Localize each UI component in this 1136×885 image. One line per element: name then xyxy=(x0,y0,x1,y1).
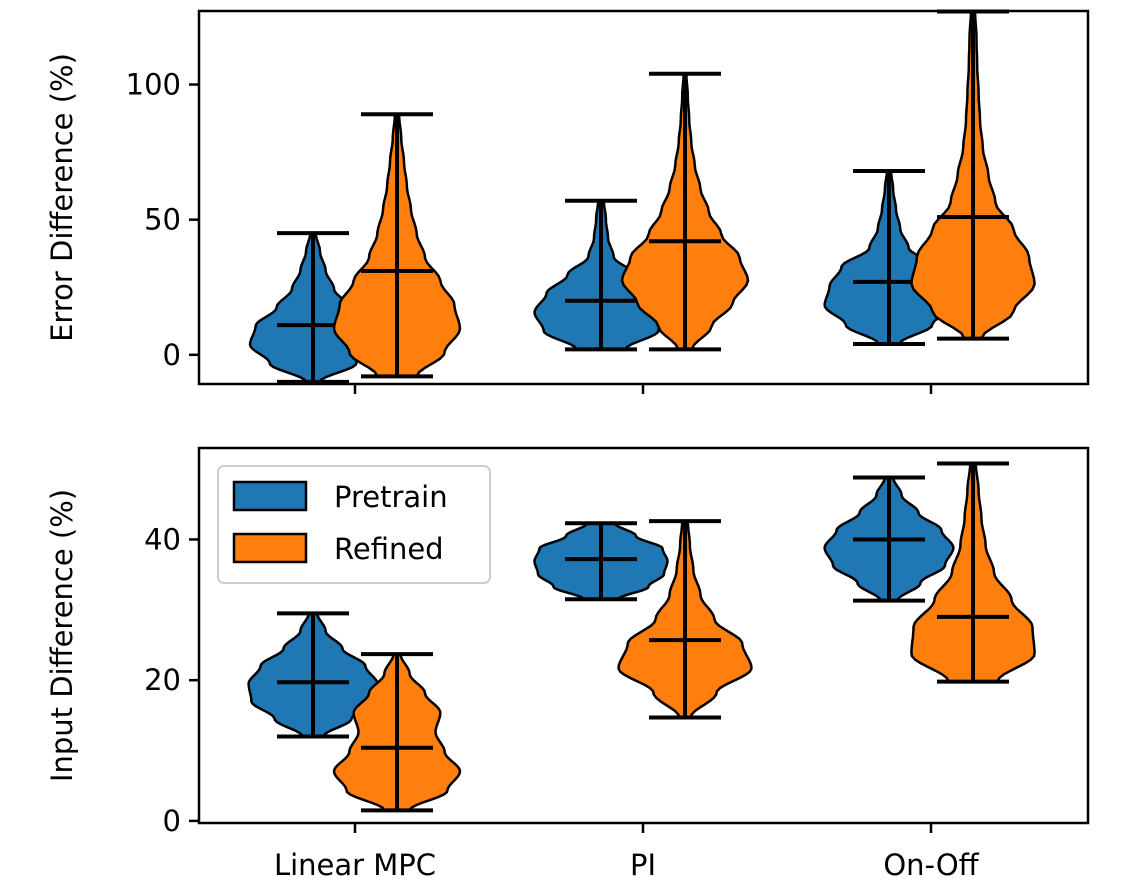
legend-label-pretrain: Pretrain xyxy=(334,480,448,514)
y-tick-label: 100 xyxy=(126,68,181,102)
input-difference-panel: 0 20 40 Linear MPC PI On-Off Input Difference … xyxy=(45,446,1090,882)
y-tick-label: 0 xyxy=(163,804,181,838)
x-tick-label: PI xyxy=(630,848,656,882)
y-tick-label: 50 xyxy=(144,203,181,237)
y-axis-title: Input Difference (%) xyxy=(45,489,79,782)
error-difference-panel: 0 50 100 Error Difference (%) xyxy=(45,9,1090,394)
legend-swatch-pretrain xyxy=(232,480,308,512)
x-tick-label: Linear MPC xyxy=(274,848,436,882)
legend: Pretrain Refined xyxy=(217,465,491,584)
legend-swatch-refined xyxy=(232,532,308,564)
y-tick-label: 0 xyxy=(163,338,181,372)
y-axis-title: Error Difference (%) xyxy=(45,53,79,342)
y-tick-label: 20 xyxy=(144,663,181,697)
legend-label-refined: Refined xyxy=(334,532,444,566)
y-tick-label: 40 xyxy=(144,522,181,556)
x-tick-label: On-Off xyxy=(883,848,979,882)
